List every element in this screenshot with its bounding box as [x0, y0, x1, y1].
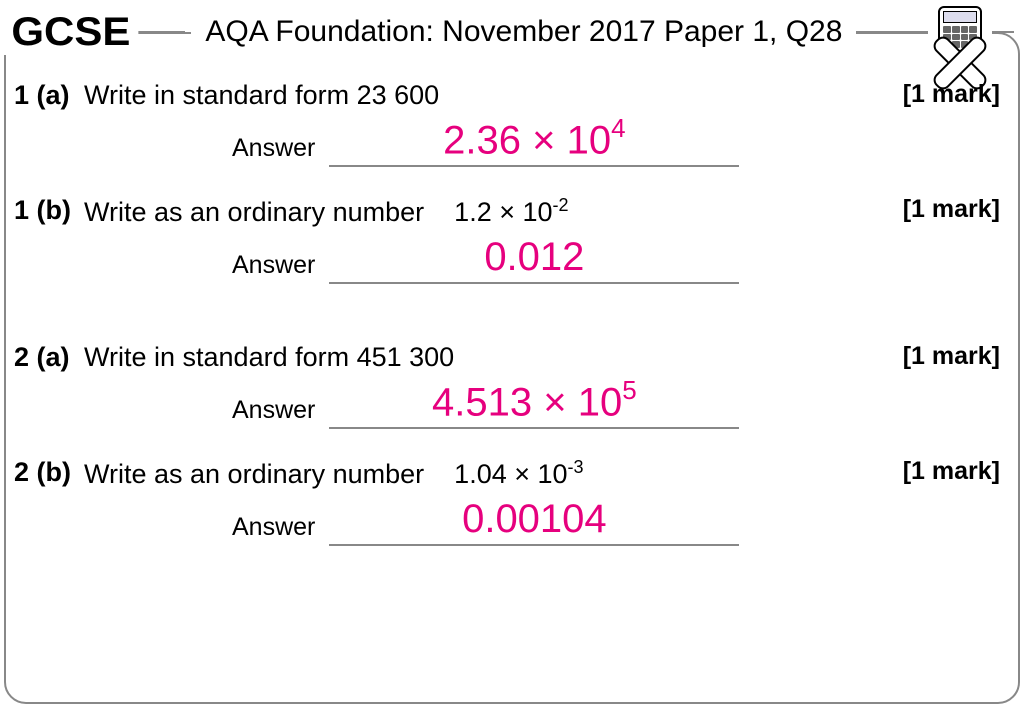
- student-answer: 0.00104: [329, 497, 739, 542]
- marks-label: [1 mark]: [903, 78, 1010, 109]
- given-value: 1.04 × 10-3: [454, 459, 583, 489]
- answer-label: Answer: [232, 513, 329, 546]
- header: GCSE AQA Foundation: November 2017 Paper…: [0, 0, 1024, 64]
- questions-area: 1 (a) Write in standard form 23 600 [1 m…: [14, 78, 1010, 572]
- question-text: Write in standard form 451 300: [84, 340, 903, 373]
- question-number: 2 (b): [14, 455, 84, 488]
- no-calculator-icon: [928, 6, 992, 86]
- question-block: 1 (a) Write in standard form 23 600 [1 m…: [14, 78, 1010, 167]
- student-answer: 4.513 × 105: [329, 377, 739, 425]
- question-block: 1 (b) Write as an ordinary number 1.2 × …: [14, 193, 1010, 284]
- question-number: 1 (a): [14, 78, 84, 111]
- question-block: 2 (b) Write as an ordinary number 1.04 ×…: [14, 455, 1010, 546]
- header-rule-left: [137, 31, 185, 33]
- answer-label: Answer: [232, 134, 329, 167]
- given-value: 1.2 × 10-2: [454, 197, 568, 227]
- answer-line: 0.00104: [329, 496, 739, 546]
- question-prompt-prefix: Write as an ordinary number: [84, 459, 424, 489]
- student-answer: 2.36 × 104: [329, 115, 739, 163]
- answer-line: 0.012: [329, 234, 739, 284]
- answer-label: Answer: [232, 251, 329, 284]
- question-text: Write in standard form 23 600: [84, 78, 903, 111]
- answer-line: 4.513 × 105: [329, 379, 739, 429]
- marks-label: [1 mark]: [903, 193, 1010, 224]
- question-text: Write as an ordinary number 1.2 × 10-2: [84, 193, 903, 228]
- brand-label: GCSE: [0, 10, 139, 55]
- paper-title: AQA Foundation: November 2017 Paper 1, Q…: [191, 15, 856, 49]
- question-text: Write as an ordinary number 1.04 × 10-3: [84, 455, 903, 490]
- marks-label: [1 mark]: [903, 455, 1010, 486]
- question-prompt-prefix: Write as an ordinary number: [84, 197, 424, 227]
- answer-line: 2.36 × 104: [329, 117, 739, 167]
- question-block: 2 (a) Write in standard form 451 300 [1 …: [14, 340, 1010, 429]
- answer-label: Answer: [232, 396, 329, 429]
- question-number: 2 (a): [14, 340, 84, 373]
- marks-label: [1 mark]: [903, 340, 1010, 371]
- question-number: 1 (b): [14, 193, 84, 226]
- student-answer: 0.012: [329, 235, 739, 280]
